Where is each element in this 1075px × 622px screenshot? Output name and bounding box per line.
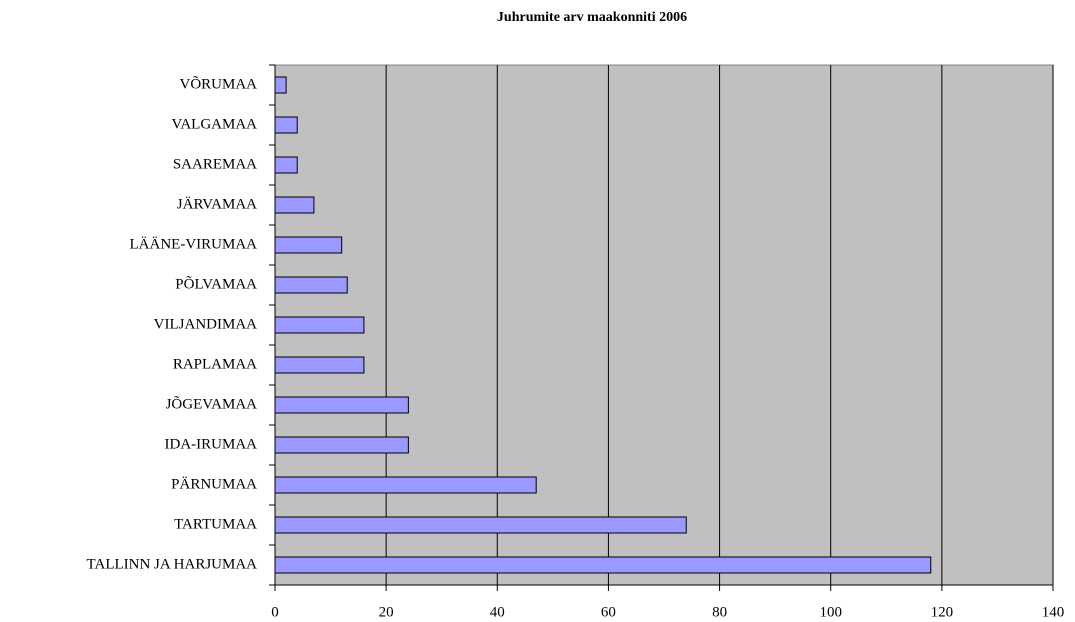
y-tick-label: VILJANDIMAA	[154, 316, 257, 332]
y-tick-label: VALGAMAA	[171, 116, 257, 132]
bar	[274, 356, 365, 374]
bar	[274, 276, 348, 294]
x-tick-label: 0	[271, 604, 279, 620]
y-tick-label: VÕRUMAA	[179, 75, 257, 92]
bar	[274, 436, 409, 454]
x-tick-label: 120	[931, 604, 954, 620]
y-tick-label: LÄÄNE-VIRUMAA	[130, 235, 258, 252]
x-tick-label: 140	[1042, 604, 1065, 620]
x-tick-label: 80	[712, 604, 727, 620]
plot-area	[274, 64, 1054, 586]
y-tick-label: TARTUMAA	[174, 516, 257, 532]
y-tick-label: PÄRNUMAA	[171, 475, 257, 492]
bar	[274, 116, 298, 134]
y-tick-label: JÄRVAMAA	[177, 195, 257, 212]
y-tick-label: JÕGEVAMAA	[166, 395, 258, 412]
y-tick-label: SAAREMAA	[173, 156, 257, 172]
chart-title: Juhrumite arv maakonniti 2006	[497, 10, 687, 25]
bar	[274, 236, 343, 254]
y-tick-label: TALLINN JA HARJUMAA	[87, 556, 258, 572]
bar	[274, 396, 409, 414]
bar	[274, 516, 687, 534]
x-tick-label: 20	[379, 604, 394, 620]
x-tick-label: 100	[819, 604, 842, 620]
x-tick-label: 40	[490, 604, 505, 620]
bar	[274, 556, 932, 574]
bar	[274, 316, 365, 334]
bar	[274, 156, 298, 174]
bar	[274, 476, 537, 494]
y-tick-label: RAPLAMAA	[173, 356, 257, 372]
bar	[274, 196, 315, 214]
y-tick-label: IDA-IRUMAA	[165, 436, 258, 452]
bar	[274, 76, 287, 94]
x-tick-label: 60	[601, 604, 616, 620]
y-tick-label: PÕLVAMAA	[175, 275, 257, 292]
